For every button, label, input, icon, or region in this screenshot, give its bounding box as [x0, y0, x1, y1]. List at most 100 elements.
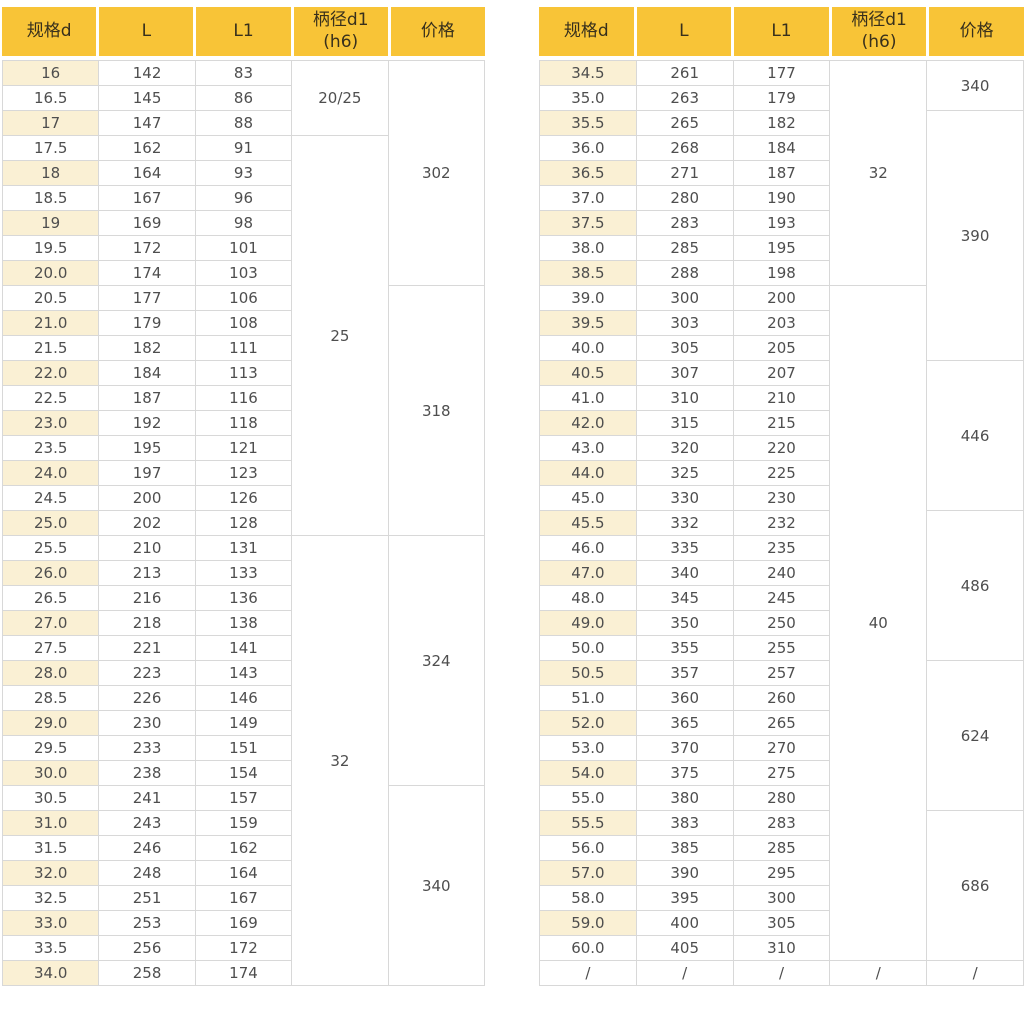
cell-spec-d: 18 [1, 160, 100, 186]
cell-l1: 167 [194, 885, 293, 911]
cell-shank-d1: 32 [291, 535, 389, 986]
table-header-row: 规格d L L1 柄径d1 (h6) 价格 [2, 7, 486, 56]
cell-l1: 207 [732, 360, 831, 386]
cell-price: / [926, 960, 1024, 986]
header-cell-shank-d1: 柄径d1 (h6) [831, 7, 927, 56]
cell-spec-d: 57.0 [539, 860, 637, 886]
table-row: 50.5 357 257 624 [539, 660, 1024, 811]
cell-spec-d: 30.0 [1, 760, 100, 786]
cell-l: 315 [635, 410, 734, 436]
table-row: 34.5 261 177 32 340 [539, 60, 1024, 286]
cell-l: 355 [635, 635, 734, 661]
cell-l1: 151 [194, 735, 293, 761]
cell-l1: 123 [194, 460, 293, 486]
cell-spec-d: 58.0 [539, 885, 637, 911]
cell-l1: 149 [194, 710, 293, 736]
cell-l: 223 [98, 660, 196, 686]
table-row: 56.0 385 285 [539, 835, 1024, 861]
cell-spec-d: 33.0 [1, 910, 100, 936]
table-row: 32.0 248 164 [1, 860, 485, 886]
cell-l: 147 [98, 110, 196, 136]
cell-l1: 205 [732, 335, 831, 361]
cell-spec-d: 38.5 [539, 260, 637, 286]
table-row: 27.5 221 141 [1, 635, 485, 661]
table-row: 45.5 332 232 486 [539, 510, 1024, 661]
cell-l: 265 [635, 110, 734, 136]
cell-l: 246 [98, 835, 196, 861]
cell-l1: 159 [194, 810, 293, 836]
cell-l: 405 [635, 935, 734, 961]
table-row: 40.0 305 205 [539, 335, 1024, 361]
cell-spec-d: 51.0 [539, 685, 637, 711]
cell-spec-d: 18.5 [1, 185, 100, 211]
table-row: 51.0 360 260 [539, 685, 1024, 711]
cell-spec-d: 30.5 [1, 785, 100, 811]
cell-l: 330 [635, 485, 734, 511]
table-row: 25.5 210 131 32 324 [1, 535, 486, 986]
cell-l1: 98 [194, 210, 293, 236]
cell-l: 271 [635, 160, 734, 186]
cell-l: 325 [635, 460, 734, 486]
cell-l1: 128 [194, 510, 293, 536]
cell-l1: 210 [732, 385, 831, 411]
table-row: 16 142 83 20/25 302 [1, 60, 486, 286]
cell-l1: 138 [194, 610, 293, 636]
cell-l1: 305 [732, 910, 831, 936]
cell-l1: 220 [732, 435, 831, 461]
cell-l1: / [732, 960, 831, 986]
table-row: 21.0 179 108 [1, 310, 485, 336]
cell-l1: 257 [732, 660, 831, 686]
cell-l1: 118 [194, 410, 293, 436]
cell-l1: 235 [732, 535, 831, 561]
cell-l1: 265 [732, 710, 831, 736]
cell-l: 213 [98, 560, 196, 586]
cell-l1: 93 [194, 160, 293, 186]
cell-spec-d: 36.5 [539, 160, 637, 186]
cell-l1: 146 [194, 685, 293, 711]
table-row: 41.0 310 210 [539, 385, 1024, 411]
cell-spec-d: 50.5 [539, 660, 637, 686]
cell-spec-d: 34.5 [539, 60, 637, 86]
cell-l: 310 [635, 385, 734, 411]
cell-l: 261 [635, 60, 734, 86]
cell-l: 390 [635, 860, 734, 886]
cell-l1: 111 [194, 335, 293, 361]
cell-l: 283 [635, 210, 734, 236]
cell-spec-d: 37.0 [539, 185, 637, 211]
cell-spec-d: 36.0 [539, 135, 637, 161]
table-row: 52.0 365 265 [539, 710, 1024, 736]
cell-l: 177 [98, 285, 196, 311]
cell-shank-d1: 25 [291, 135, 389, 536]
table-row: 24.5 200 126 [1, 485, 485, 511]
table-row: 33.0 253 169 [1, 910, 485, 936]
cell-price: 446 [926, 360, 1024, 511]
cell-l: 370 [635, 735, 734, 761]
table-row: 36.5 271 187 [539, 160, 1024, 186]
table-row: 25.0 202 128 [1, 510, 485, 536]
cell-spec-d: 46.0 [539, 535, 637, 561]
cell-l1: 174 [194, 960, 293, 986]
cell-l1: 270 [732, 735, 831, 761]
cell-l1: 280 [732, 785, 831, 811]
cell-spec-d: 17 [1, 110, 100, 136]
table-row: 53.0 370 270 [539, 735, 1024, 761]
cell-l: 375 [635, 760, 734, 786]
table-row: 38.5 288 198 [539, 260, 1024, 286]
cell-spec-d: 31.0 [1, 810, 100, 836]
cell-l: 164 [98, 160, 196, 186]
cell-l1: 141 [194, 635, 293, 661]
table-row: 21.5 182 111 [1, 335, 485, 361]
cell-spec-d: 55.0 [539, 785, 637, 811]
cell-l1: 157 [194, 785, 293, 811]
cell-l1: 250 [732, 610, 831, 636]
cell-l: 340 [635, 560, 734, 586]
table-row: 26.5 216 136 [1, 585, 485, 611]
cell-l1: 260 [732, 685, 831, 711]
cell-spec-d: 20.0 [1, 260, 100, 286]
header-cell-spec-d: 规格d [539, 7, 634, 56]
cell-l: 256 [98, 935, 196, 961]
cell-shank-d1: 32 [829, 60, 928, 286]
cell-l: 226 [98, 685, 196, 711]
cell-l: 335 [635, 535, 734, 561]
